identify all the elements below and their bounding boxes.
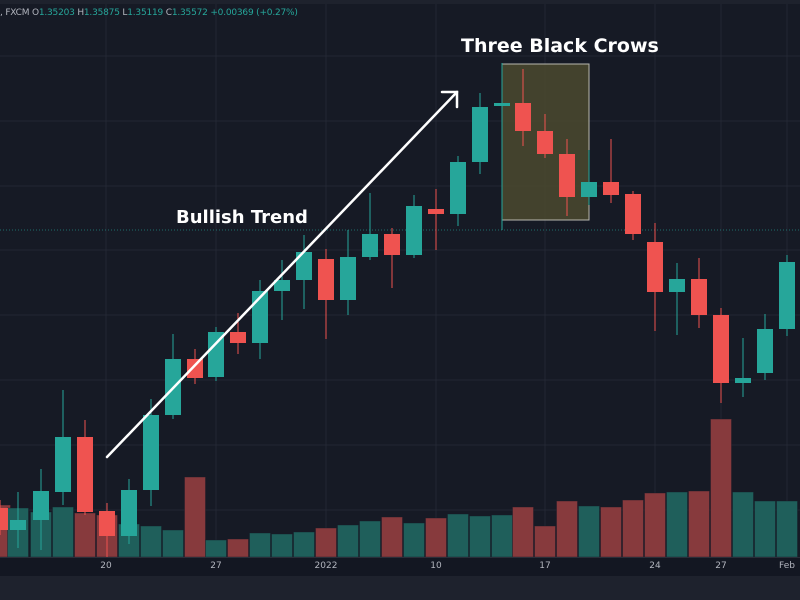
time-axis-tick: 27 [210, 561, 222, 571]
candle [713, 308, 729, 403]
candle [274, 260, 290, 320]
time-axis-tick: 20 [100, 561, 112, 571]
candle [77, 420, 93, 515]
candle [121, 479, 137, 544]
candle [450, 156, 466, 226]
candle [647, 223, 663, 331]
candle [340, 230, 356, 315]
candle [55, 390, 71, 505]
candle [515, 69, 531, 146]
time-axis-tick: Feb [779, 561, 795, 571]
change-value: +0.00369 (+0.27%) [210, 8, 298, 18]
time-axis-tick: 2022 [314, 561, 338, 571]
candle [318, 249, 334, 339]
candle [691, 258, 707, 328]
candle [779, 255, 795, 336]
high-label: H [77, 8, 84, 18]
candle [735, 338, 751, 397]
time-axis-tick: 17 [539, 561, 551, 571]
candle [252, 280, 268, 359]
symbol-suffix: , FXCM [0, 8, 30, 18]
time-axis-tick: 24 [649, 561, 661, 571]
candle [99, 503, 115, 557]
candle [362, 193, 378, 260]
low-label: L [122, 8, 128, 18]
candle [581, 150, 597, 205]
bullish-trend-label: Bullish Trend [176, 207, 308, 228]
candle [208, 327, 224, 381]
candle [472, 93, 488, 174]
candle [406, 195, 422, 258]
candle [757, 314, 773, 380]
close-label: C [165, 8, 172, 18]
bottom-panel [0, 576, 800, 600]
candle [10, 492, 26, 548]
candles [0, 63, 795, 557]
candle [296, 235, 312, 309]
candle [669, 263, 685, 335]
time-axis[interactable]: 20 27 2022 10 17 24 27 Feb [0, 557, 800, 576]
candle [625, 191, 641, 240]
candle [143, 399, 159, 506]
three-black-crows-label: Three Black Crows [461, 35, 659, 57]
top-toolbar-strip [0, 0, 800, 4]
candle [384, 228, 400, 288]
time-axis-tick: 27 [715, 561, 727, 571]
time-axis-tick: 10 [430, 561, 442, 571]
candle [0, 500, 8, 535]
candle [537, 114, 553, 158]
candle [33, 469, 49, 550]
close-value: 1.35572 [171, 8, 208, 18]
candle [603, 139, 619, 203]
bullish-trend-arrow-icon [105, 90, 459, 459]
open-label: O [31, 8, 39, 18]
candle [428, 189, 444, 250]
low-value: 1.35119 [127, 8, 164, 18]
candle [494, 63, 510, 230]
ohlc-legend: , FXCM O1.35203 H1.35875 L1.35119 C1.355… [0, 8, 298, 18]
open-value: 1.35203 [38, 8, 75, 18]
high-value: 1.35875 [83, 8, 120, 18]
candle [559, 139, 575, 216]
